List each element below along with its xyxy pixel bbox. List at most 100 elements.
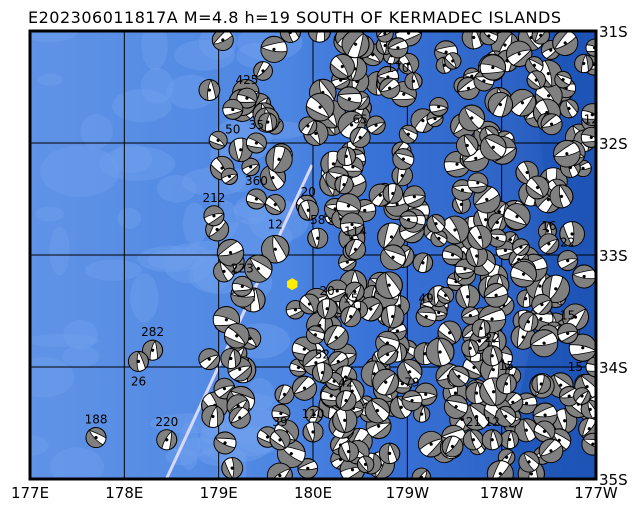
focal-mechanism[interactable]: [393, 355, 427, 389]
focal-mechanism[interactable]: [296, 291, 323, 318]
focal-mechanism[interactable]: [297, 458, 319, 479]
focal-mechanism[interactable]: [578, 429, 607, 458]
focal-mechanism[interactable]: [332, 407, 358, 433]
focal-mechanism[interactable]: [481, 345, 503, 367]
focal-mechanism[interactable]: [297, 199, 319, 221]
focal-mechanism[interactable]: [400, 389, 424, 413]
epicenter-marker[interactable]: [287, 278, 298, 291]
focal-mechanism[interactable]: [483, 88, 517, 122]
focal-mechanism[interactable]: [387, 37, 409, 59]
focal-mechanism[interactable]: [557, 97, 581, 121]
focal-mechanism[interactable]: [301, 88, 340, 127]
focal-mechanism[interactable]: [219, 346, 244, 371]
focal-mechanism[interactable]: [303, 322, 328, 347]
focal-mechanism[interactable]: [341, 235, 369, 263]
focal-mechanism[interactable]: [445, 362, 474, 391]
focal-mechanism[interactable]: [522, 172, 553, 203]
focal-mechanism[interactable]: [377, 75, 403, 101]
focal-mechanism[interactable]: [215, 237, 247, 269]
focal-mechanism[interactable]: [222, 98, 244, 120]
focal-mechanism[interactable]: [535, 435, 567, 467]
focal-mechanism[interactable]: [202, 204, 226, 228]
focal-mechanism[interactable]: [556, 249, 579, 272]
focal-mechanism[interactable]: [239, 249, 277, 287]
focal-mechanism[interactable]: [548, 183, 574, 209]
focal-mechanism[interactable]: [440, 391, 472, 423]
focal-mechanism[interactable]: [315, 297, 339, 321]
focal-mechanism[interactable]: [270, 402, 292, 424]
focal-mechanism[interactable]: [538, 111, 564, 137]
focal-mechanism[interactable]: [395, 50, 422, 77]
focal-mechanism[interactable]: [537, 270, 574, 307]
focal-mechanism[interactable]: [481, 429, 503, 451]
focal-mechanism[interactable]: [210, 428, 239, 457]
focal-mechanism[interactable]: [477, 52, 509, 84]
focal-mechanism[interactable]: [379, 303, 406, 330]
focal-mechanism[interactable]: [396, 122, 422, 148]
focal-mechanism[interactable]: [209, 26, 237, 54]
focal-mechanism[interactable]: [302, 421, 324, 443]
focal-mechanism[interactable]: [434, 284, 456, 306]
focal-mechanism[interactable]: [483, 282, 510, 309]
focal-mechanism[interactable]: [295, 113, 320, 138]
focal-mechanism[interactable]: [470, 317, 492, 339]
focal-mechanism[interactable]: [515, 309, 541, 335]
focal-mechanism[interactable]: [461, 428, 486, 453]
focal-mechanism[interactable]: [424, 212, 448, 236]
focal-mechanism[interactable]: [454, 132, 481, 159]
focal-mechanism[interactable]: [506, 256, 542, 292]
focal-mechanism[interactable]: [535, 230, 562, 257]
focal-mechanism[interactable]: [271, 381, 298, 408]
focal-mechanism[interactable]: [82, 423, 110, 451]
focal-mechanism[interactable]: [307, 227, 329, 249]
focal-mechanism[interactable]: [579, 125, 604, 150]
focal-mechanism[interactable]: [465, 223, 494, 252]
focal-mechanism[interactable]: [551, 68, 574, 91]
focal-mechanism[interactable]: [455, 284, 481, 310]
focal-mechanism[interactable]: [458, 398, 495, 435]
focal-mechanism[interactable]: [230, 274, 255, 299]
focal-mechanism[interactable]: [225, 403, 254, 432]
focal-mechanism[interactable]: [438, 432, 467, 461]
focal-mechanism[interactable]: [332, 387, 360, 415]
focal-mechanism[interactable]: [499, 429, 520, 450]
focal-mechanism[interactable]: [556, 322, 579, 345]
focal-mechanism[interactable]: [571, 263, 598, 290]
focal-mechanism[interactable]: [332, 172, 357, 197]
focal-mechanism[interactable]: [127, 350, 149, 372]
focal-mechanism[interactable]: [454, 100, 490, 136]
focal-mechanism[interactable]: [336, 146, 357, 167]
focal-mechanism[interactable]: [465, 244, 488, 268]
focal-mechanism[interactable]: [414, 427, 448, 461]
focal-mechanism[interactable]: [578, 100, 606, 128]
focal-mechanism[interactable]: [140, 338, 165, 363]
focal-mechanism[interactable]: [319, 320, 353, 354]
focal-mechanism[interactable]: [302, 403, 326, 427]
focal-mechanism[interactable]: [451, 194, 471, 214]
focal-mechanism[interactable]: [494, 371, 519, 396]
focal-mechanism[interactable]: [257, 111, 279, 133]
focal-mechanism[interactable]: [198, 78, 221, 101]
focal-mechanism[interactable]: [195, 345, 223, 373]
focal-mechanism[interactable]: [368, 364, 404, 400]
focal-mechanism[interactable]: [529, 328, 559, 358]
focal-mechanism[interactable]: [559, 221, 585, 247]
focal-mechanism[interactable]: [339, 212, 365, 237]
focal-mechanism[interactable]: [355, 454, 376, 475]
focal-mechanism[interactable]: [337, 303, 365, 331]
focal-mechanism[interactable]: [219, 319, 254, 354]
focal-mechanism[interactable]: [529, 372, 553, 396]
focal-mechanism[interactable]: [570, 384, 593, 407]
focal-mechanism[interactable]: [288, 372, 320, 404]
focal-mechanism[interactable]: [528, 23, 553, 48]
focal-mechanism[interactable]: [334, 83, 365, 114]
focal-mechanism[interactable]: [338, 441, 359, 462]
focal-mechanism[interactable]: [389, 144, 418, 173]
focal-mechanism[interactable]: [466, 171, 491, 196]
focal-mechanism[interactable]: [243, 185, 271, 213]
focal-mechanism[interactable]: [397, 208, 420, 231]
focal-mechanism[interactable]: [243, 129, 271, 157]
focal-mechanism[interactable]: [361, 394, 395, 428]
focal-mechanism[interactable]: [503, 38, 535, 70]
focal-mechanism[interactable]: [341, 278, 368, 305]
